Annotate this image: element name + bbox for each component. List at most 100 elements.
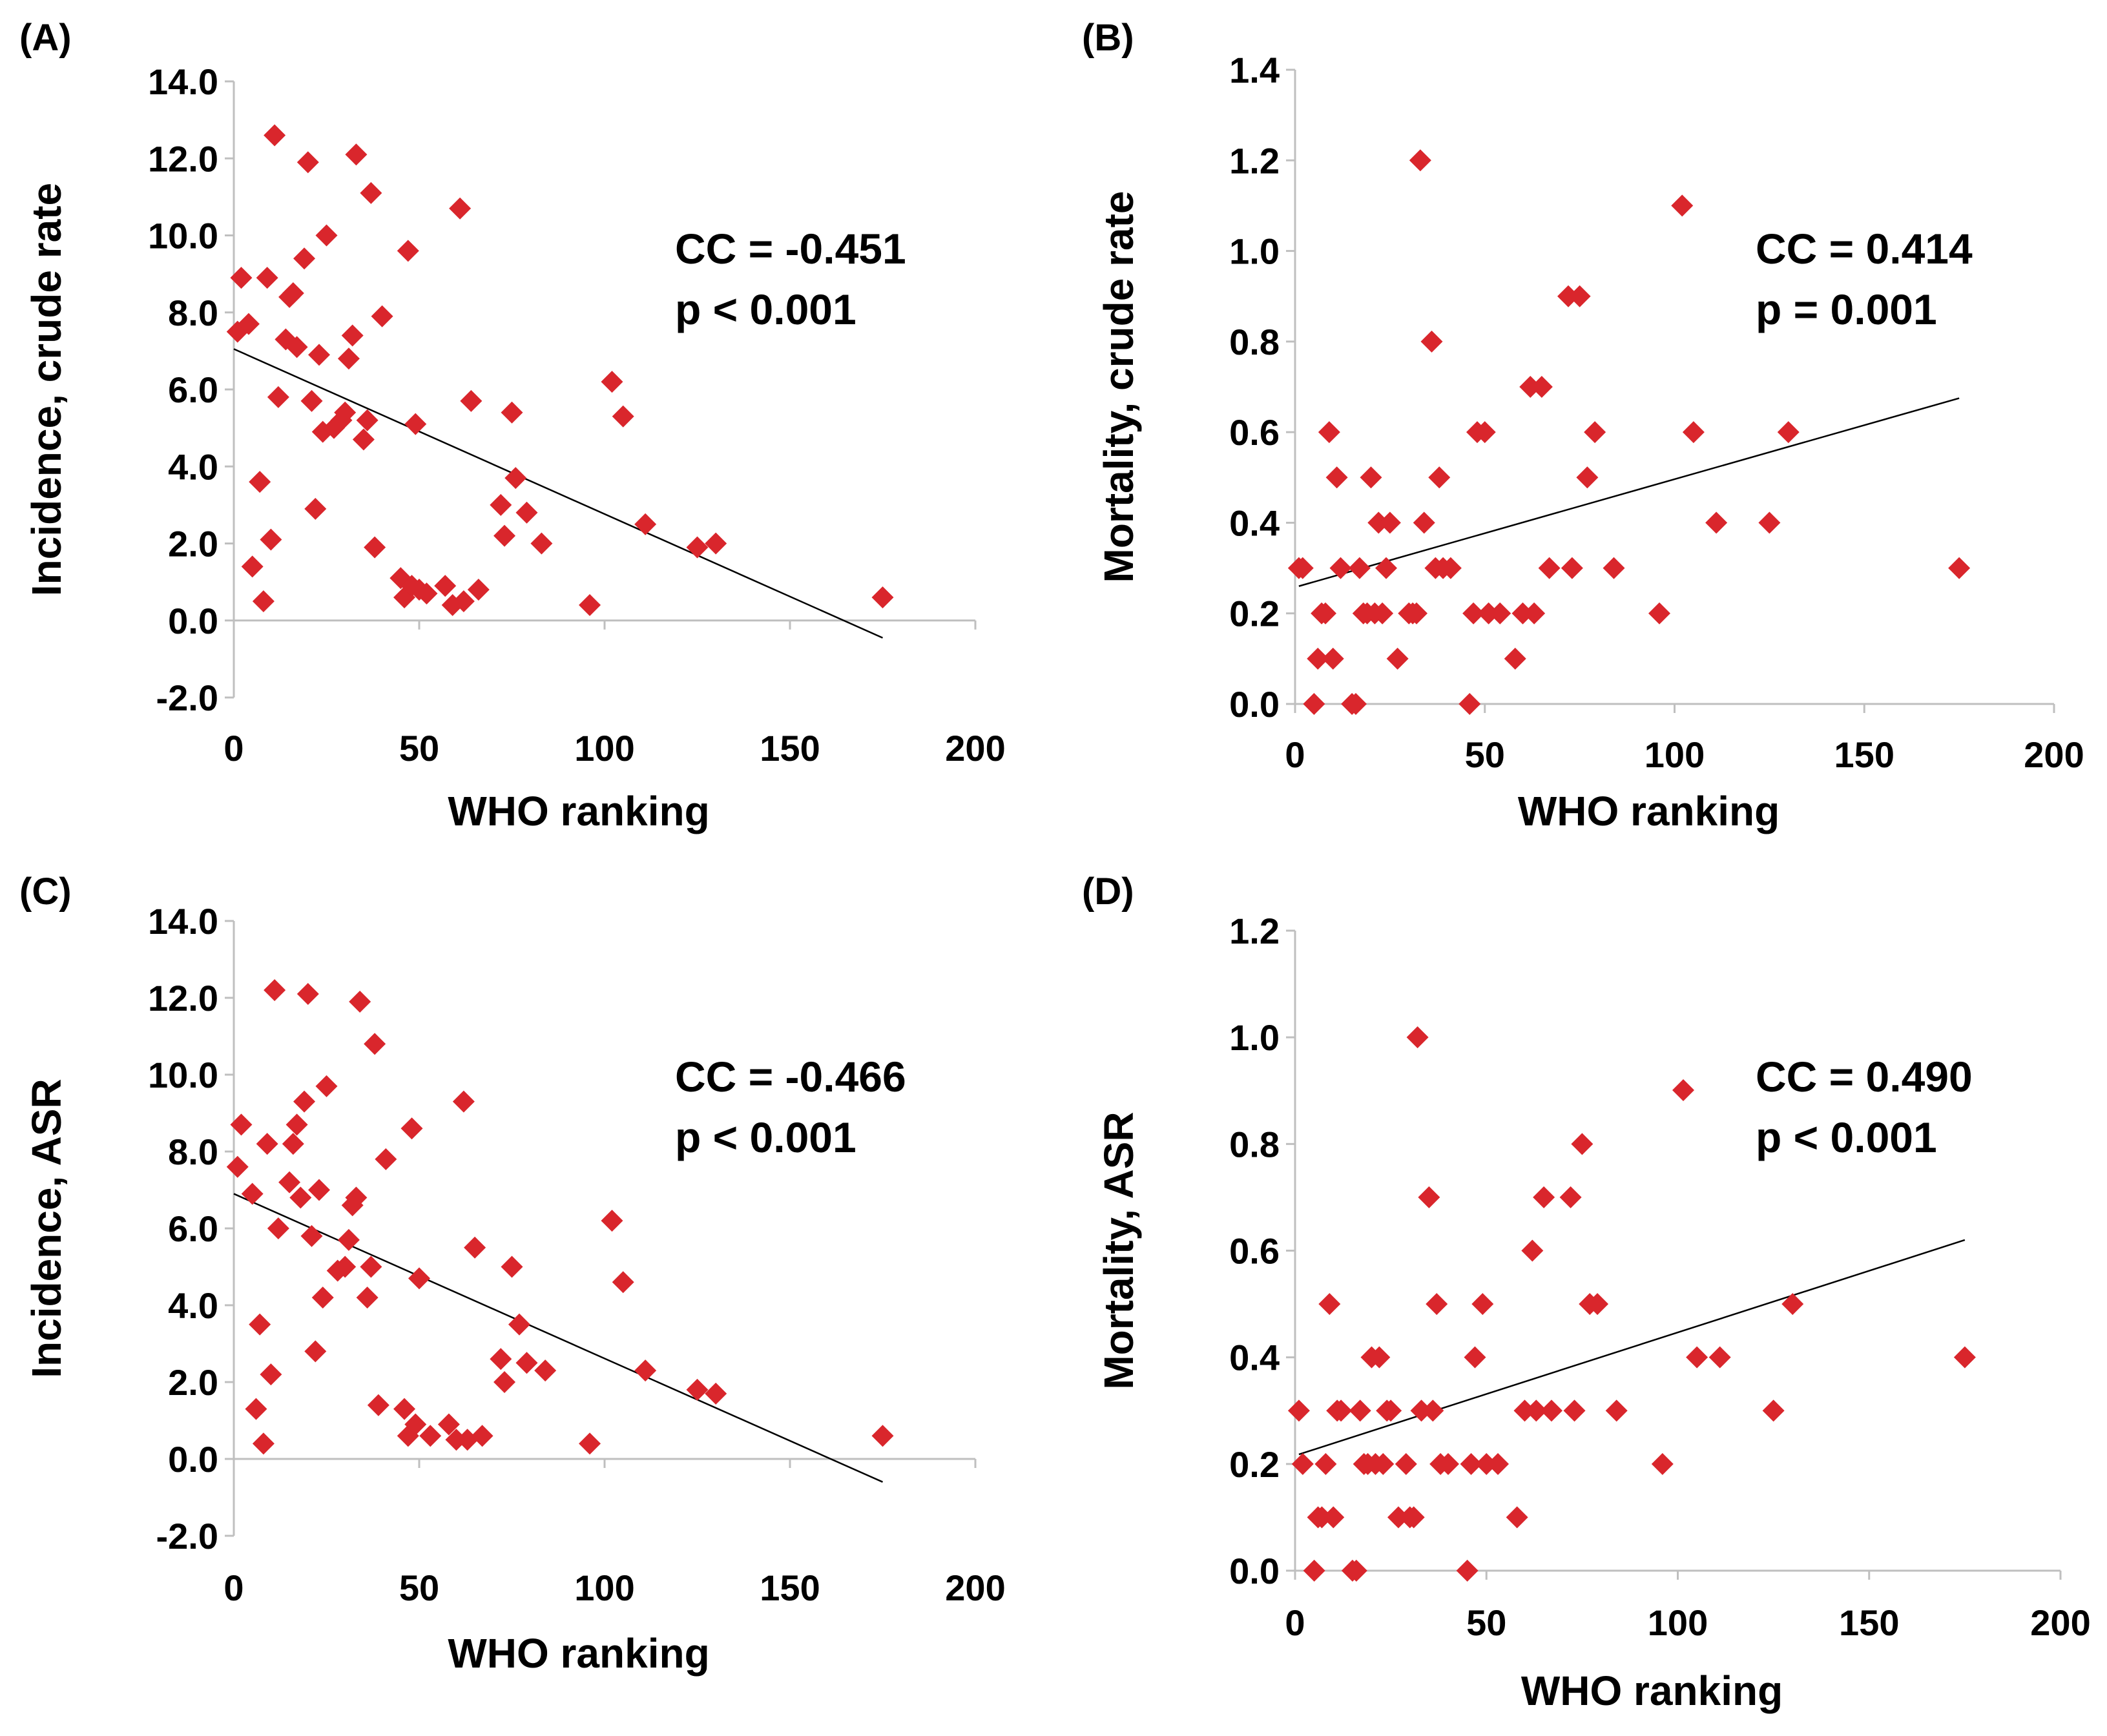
y-axis-title: Incidence, ASR	[23, 1079, 70, 1378]
data-point	[1563, 1400, 1586, 1422]
y-tick-label: 12.0	[148, 138, 218, 179]
data-point	[356, 409, 379, 431]
data-point	[1571, 1133, 1593, 1155]
data-point	[1464, 1346, 1486, 1369]
data-point	[285, 336, 308, 358]
x-tick-label: 200	[2024, 734, 2084, 775]
data-point	[1686, 1346, 1708, 1369]
data-point	[493, 524, 516, 547]
data-point	[1487, 1452, 1510, 1475]
x-tick-label: 50	[1465, 734, 1505, 775]
data-point	[237, 313, 260, 335]
data-point	[467, 579, 490, 601]
data-point	[315, 224, 338, 247]
data-point	[371, 305, 393, 327]
y-tick-label: -2.0	[156, 1516, 219, 1556]
trend-line	[1298, 397, 1960, 587]
data-point	[304, 497, 327, 520]
data-point	[1345, 1560, 1367, 1582]
data-point	[1559, 1186, 1582, 1208]
x-tick-label: 50	[1466, 1602, 1506, 1643]
y-tick-label: 0.0	[1229, 684, 1280, 725]
data-point	[300, 389, 323, 412]
correlation-coefficient: CC = 0.490	[1756, 1053, 1973, 1100]
data-point	[1648, 602, 1670, 625]
data-point	[367, 1394, 389, 1416]
data-point	[1410, 1400, 1433, 1422]
data-point	[705, 532, 727, 555]
data-point	[445, 1429, 468, 1451]
data-point	[345, 143, 368, 166]
data-point	[1477, 602, 1500, 625]
data-point	[493, 1371, 516, 1393]
y-tick-label: 0.8	[1229, 1124, 1280, 1164]
data-point	[1406, 602, 1427, 625]
trend-line	[1298, 1239, 1966, 1456]
data-point	[308, 1179, 331, 1201]
data-point	[1420, 330, 1443, 353]
data-point	[256, 1133, 278, 1155]
data-point	[1402, 1506, 1425, 1529]
data-point	[1777, 421, 1800, 444]
data-point	[241, 1183, 264, 1205]
data-point	[1576, 466, 1599, 489]
data-point	[278, 1171, 301, 1194]
data-point	[393, 1398, 416, 1420]
data-point	[686, 536, 709, 559]
data-point	[311, 1286, 334, 1309]
data-point	[289, 1186, 312, 1209]
data-point	[360, 1256, 382, 1278]
data-point	[249, 1313, 271, 1336]
x-tick-label: 0	[1285, 1602, 1305, 1643]
data-point	[260, 1363, 282, 1386]
data-point	[534, 1359, 557, 1382]
data-point	[296, 983, 319, 1006]
y-tick-label: 0.2	[1229, 594, 1280, 634]
data-point	[267, 1217, 289, 1239]
y-tick-label: 8.0	[168, 293, 218, 333]
data-point	[1426, 1293, 1448, 1316]
data-point	[1307, 647, 1329, 670]
data-point	[282, 282, 304, 304]
y-tick-label: -2.0	[156, 677, 219, 718]
data-point	[1349, 1400, 1371, 1422]
x-tick-label: 200	[945, 728, 1005, 769]
data-point	[1540, 1400, 1562, 1422]
data-point	[437, 1413, 460, 1436]
data-point	[304, 1340, 327, 1363]
data-point	[686, 1378, 709, 1401]
data-point	[364, 1033, 386, 1055]
data-point	[1371, 602, 1394, 625]
panel-label: (C)	[19, 871, 72, 913]
data-point	[226, 1155, 249, 1178]
data-point	[434, 575, 457, 597]
panel-label: (D)	[1082, 871, 1134, 913]
data-point	[1568, 285, 1591, 307]
data-point	[345, 1186, 368, 1209]
data-point	[1504, 647, 1526, 670]
panel-label: (B)	[1082, 17, 1134, 59]
data-point	[1318, 421, 1340, 444]
y-tick-label: 2.0	[168, 524, 218, 564]
x-tick-label: 150	[760, 728, 820, 769]
data-point	[230, 1113, 253, 1136]
data-point	[1705, 512, 1728, 534]
data-point	[530, 532, 553, 555]
data-point	[471, 1425, 493, 1447]
data-point	[1314, 602, 1336, 625]
data-point	[452, 590, 475, 612]
data-point	[449, 197, 472, 220]
panel-label: (A)	[19, 17, 72, 59]
y-tick-label: 1.2	[1229, 140, 1280, 181]
x-tick-label: 100	[574, 728, 634, 769]
x-tick-label: 150	[1839, 1602, 1899, 1643]
data-point	[349, 990, 371, 1013]
data-point	[515, 501, 538, 524]
data-point	[1345, 693, 1367, 715]
data-point	[315, 1075, 338, 1097]
y-tick-label: 1.4	[1229, 50, 1280, 90]
data-point	[1348, 557, 1371, 579]
data-point	[1471, 1293, 1494, 1316]
data-point	[1603, 557, 1625, 579]
y-tick-label: 14.0	[148, 61, 218, 102]
